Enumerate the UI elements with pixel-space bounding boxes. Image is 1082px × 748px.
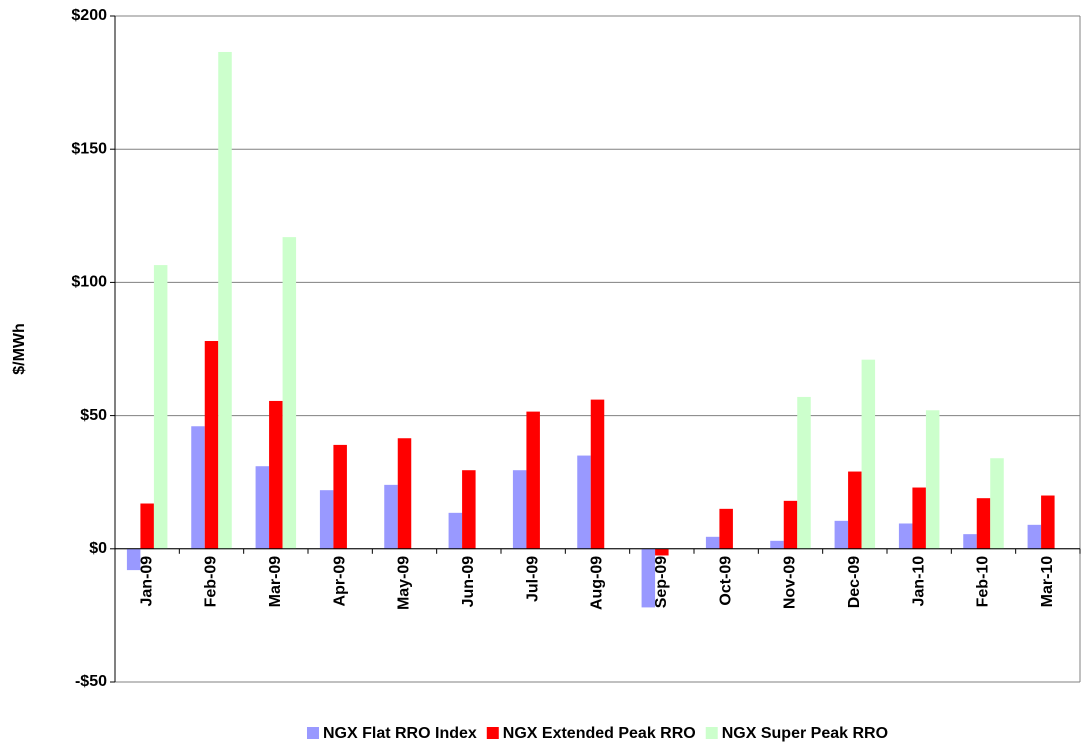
bar	[1027, 524, 1042, 549]
bar	[384, 484, 398, 549]
x-tick-label: Aug-09	[589, 556, 606, 610]
bar	[218, 51, 232, 549]
bar	[719, 508, 733, 549]
bar	[912, 487, 926, 549]
bar	[848, 471, 862, 549]
y-tick-label: -$50	[75, 673, 107, 690]
bar	[925, 410, 940, 549]
y-tick-label: $100	[71, 274, 107, 291]
bar	[655, 548, 669, 556]
x-tick-label: Feb-10	[975, 556, 992, 608]
y-tick-label: $150	[71, 140, 107, 157]
bar	[770, 540, 784, 549]
bar	[204, 341, 219, 549]
bar	[191, 426, 205, 549]
legend: NGX Flat RRO Index NGX Extended Peak RRO N…	[306, 725, 888, 742]
bar	[255, 466, 270, 549]
bar	[783, 500, 798, 549]
x-tick-label: Feb-09	[203, 556, 220, 608]
bar	[898, 523, 913, 549]
bar	[963, 534, 977, 549]
bar	[526, 411, 540, 549]
bar	[140, 503, 154, 549]
legend-label: NGX Extended Peak RRO	[503, 725, 696, 742]
bar	[641, 548, 656, 608]
x-tick-label: Jan-10	[910, 556, 927, 607]
y-tick-label: $200	[71, 7, 107, 24]
bar	[512, 470, 527, 549]
bar	[333, 444, 347, 549]
legend-swatch	[486, 727, 499, 739]
x-tick-label: Jul-09	[524, 556, 541, 602]
bar	[1041, 495, 1055, 549]
x-tick-label: Sep-09	[653, 556, 670, 609]
bar	[269, 400, 283, 549]
bar	[282, 237, 297, 549]
bar	[976, 498, 991, 549]
bar	[448, 512, 463, 549]
bar	[590, 399, 605, 549]
bar	[462, 470, 476, 549]
bar	[319, 490, 334, 549]
bar	[153, 265, 168, 549]
x-tick-label: Jun-09	[460, 556, 477, 608]
bar	[797, 396, 811, 549]
bar	[397, 438, 412, 549]
bar	[705, 536, 720, 549]
legend-swatch	[306, 727, 319, 739]
x-tick-label: Mar-09	[267, 556, 284, 608]
legend-label: NGX Super Peak RRO	[722, 725, 888, 742]
legend-label: NGX Flat RRO Index	[323, 725, 477, 742]
bar	[990, 458, 1004, 549]
x-tick-label: May-09	[396, 556, 413, 610]
bar	[861, 359, 876, 549]
x-tick-label: Jan-09	[138, 556, 155, 607]
bar	[834, 520, 849, 549]
y-tick-label: $0	[89, 540, 107, 557]
y-axis-label: $/MWh	[11, 323, 28, 375]
legend-swatch	[705, 727, 718, 739]
bar	[126, 548, 141, 571]
x-tick-label: Nov-09	[782, 556, 799, 609]
bar	[577, 455, 591, 549]
x-tick-label: Oct-09	[717, 556, 734, 606]
y-tick-label: $50	[80, 407, 107, 424]
x-tick-label: Apr-09	[331, 556, 348, 607]
x-tick-label: Dec-09	[846, 556, 863, 609]
x-tick-label: Mar-10	[1039, 556, 1056, 608]
